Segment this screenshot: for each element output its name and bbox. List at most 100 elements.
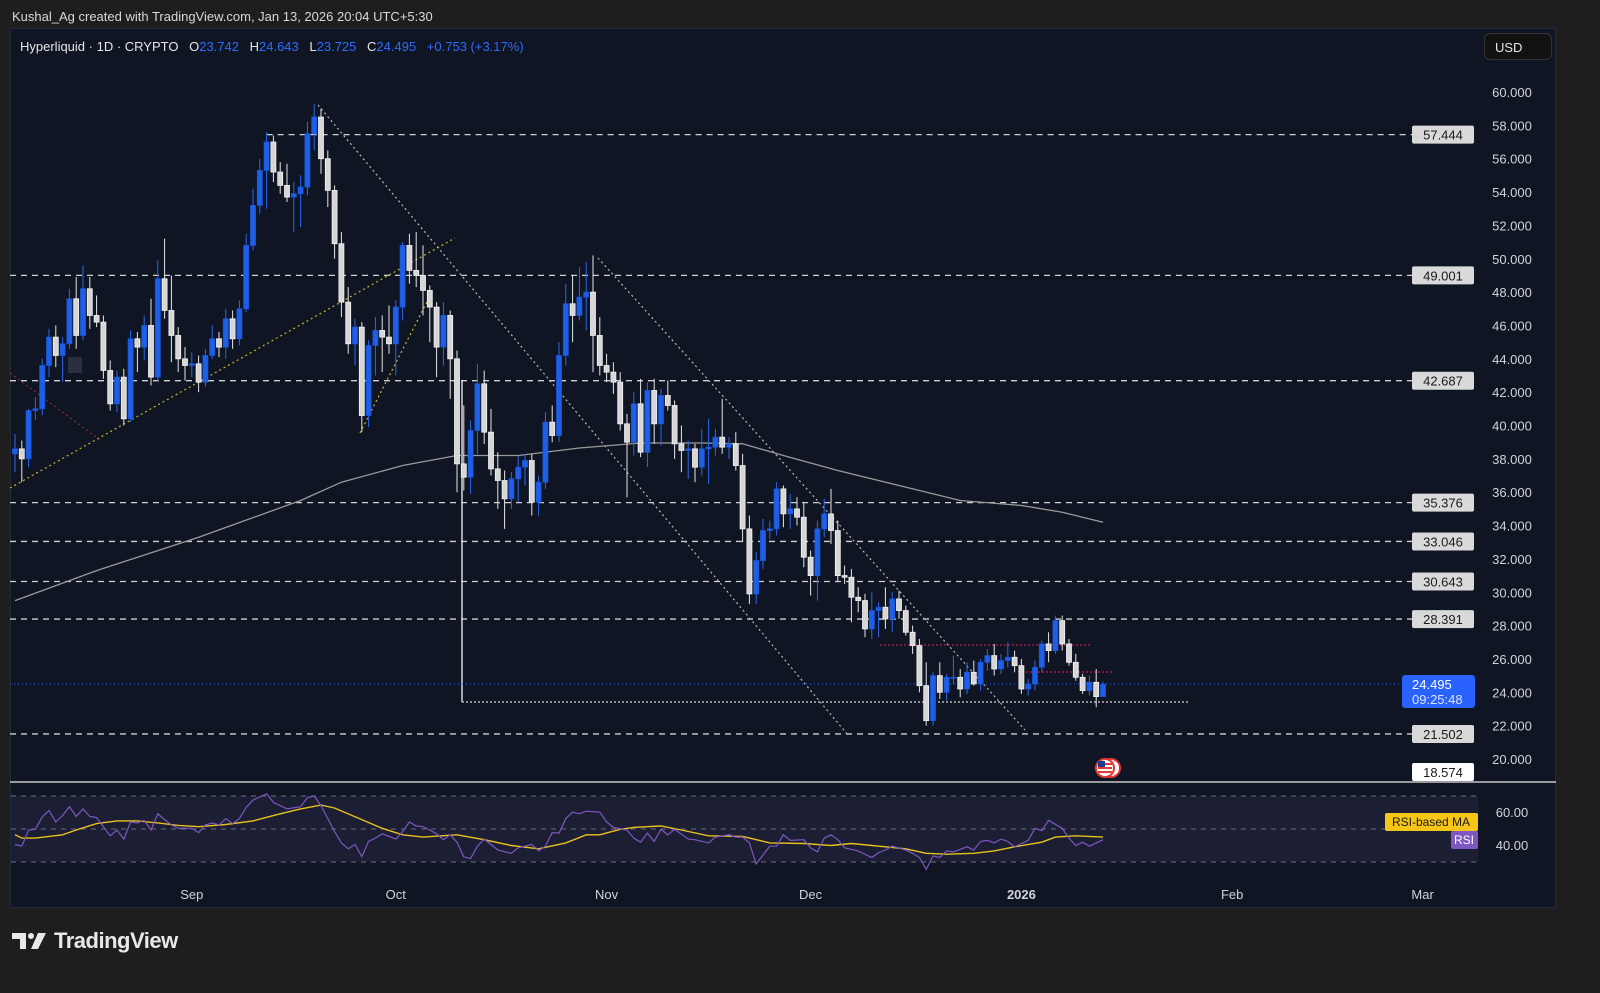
candle-down[interactable]	[18, 440, 25, 483]
candle-up[interactable]	[114, 370, 120, 413]
candle-up[interactable]	[753, 552, 760, 604]
candle-up[interactable]	[365, 340, 372, 428]
us-flag-event-icon[interactable]	[1095, 758, 1121, 778]
candle-down[interactable]	[746, 515, 753, 604]
candle-down[interactable]	[318, 108, 324, 174]
candle-down[interactable]	[420, 245, 426, 316]
candle-up[interactable]	[542, 412, 549, 489]
candle-down[interactable]	[73, 277, 80, 349]
candle-up[interactable]	[66, 288, 73, 349]
candle-up[interactable]	[236, 300, 243, 346]
candle-up[interactable]	[766, 520, 773, 539]
candle-down[interactable]	[596, 317, 603, 376]
candle-down[interactable]	[175, 327, 182, 373]
candle-down[interactable]	[331, 185, 338, 259]
candle-down[interactable]	[1059, 615, 1066, 651]
candle-down[interactable]	[936, 662, 943, 699]
candle-up[interactable]	[875, 602, 882, 638]
candle-down[interactable]	[569, 275, 576, 343]
candle-down[interactable]	[216, 332, 222, 358]
candle-down[interactable]	[916, 638, 923, 693]
candle-up[interactable]	[474, 363, 481, 454]
candle-down[interactable]	[896, 590, 902, 619]
candle-down[interactable]	[624, 413, 630, 498]
marker-box[interactable]	[68, 357, 82, 373]
candle-up[interactable]	[304, 122, 311, 196]
candle-down[interactable]	[970, 660, 977, 686]
candle-down[interactable]	[828, 488, 834, 544]
candle-down[interactable]	[528, 453, 535, 516]
candle-up[interactable]	[12, 433, 18, 473]
candle-up[interactable]	[209, 325, 216, 359]
candle-up[interactable]	[964, 662, 970, 694]
candle-up[interactable]	[984, 648, 991, 671]
candle-up[interactable]	[154, 260, 161, 383]
candle-up[interactable]	[80, 265, 86, 341]
candle-down[interactable]	[991, 643, 998, 676]
candle-up[interactable]	[821, 498, 828, 538]
candle-up[interactable]	[522, 453, 528, 486]
candle-down[interactable]	[834, 520, 841, 583]
candle-down[interactable]	[460, 405, 467, 491]
candle-up[interactable]	[998, 653, 1004, 674]
candle-down[interactable]	[161, 238, 168, 319]
candle-down[interactable]	[732, 432, 739, 471]
candle-down[interactable]	[86, 277, 93, 329]
candle-down[interactable]	[1072, 653, 1079, 681]
candle-up[interactable]	[508, 472, 515, 509]
symbol-name[interactable]: Hyperliquid · 1D · CRYPTO	[20, 39, 179, 54]
candle-up[interactable]	[1004, 642, 1011, 668]
candle-down[interactable]	[1045, 632, 1052, 663]
candle-down[interactable]	[168, 275, 175, 363]
candle-up[interactable]	[583, 262, 590, 331]
candle-up[interactable]	[202, 348, 209, 388]
candle-down[interactable]	[902, 605, 909, 636]
candle-up[interactable]	[705, 418, 712, 484]
candle-up[interactable]	[576, 267, 583, 321]
candle-down[interactable]	[324, 150, 331, 208]
candle-up[interactable]	[1086, 675, 1093, 696]
candle-down[interactable]	[664, 380, 671, 411]
candle-up[interactable]	[256, 158, 263, 214]
candle-down[interactable]	[488, 408, 494, 476]
candle-up[interactable]	[773, 482, 780, 536]
candle-up[interactable]	[372, 317, 379, 376]
trendline-gray-2[interactable]	[597, 257, 1026, 731]
candle-up[interactable]	[630, 392, 637, 456]
candle-down[interactable]	[426, 285, 433, 343]
candle-up[interactable]	[787, 493, 794, 529]
candle-up[interactable]	[399, 242, 406, 321]
candle-down[interactable]	[807, 550, 814, 596]
candle-up[interactable]	[392, 300, 399, 376]
candle-down[interactable]	[481, 370, 488, 444]
candle-down[interactable]	[617, 372, 624, 431]
candle-down[interactable]	[862, 593, 868, 638]
candle-up[interactable]	[658, 388, 664, 446]
symbol-legend[interactable]: Hyperliquid · 1D · CRYPTO O23.742 H24.64…	[20, 39, 524, 54]
candle-down[interactable]	[841, 565, 848, 584]
candle-up[interactable]	[943, 673, 950, 701]
candle-up[interactable]	[127, 330, 134, 423]
candle-up[interactable]	[263, 132, 270, 209]
candle-down[interactable]	[182, 347, 188, 381]
candle-down[interactable]	[692, 443, 698, 483]
candle-down[interactable]	[1011, 650, 1018, 673]
candle-down[interactable]	[107, 360, 114, 411]
candle-up[interactable]	[1032, 660, 1038, 691]
candle-down[interactable]	[406, 233, 413, 284]
candle-down[interactable]	[590, 255, 596, 373]
candle-down[interactable]	[454, 350, 460, 493]
candle-up[interactable]	[950, 655, 957, 684]
chart-panel[interactable]	[10, 28, 1556, 908]
candle-down[interactable]	[52, 325, 59, 368]
candle-down[interactable]	[494, 452, 501, 509]
candle-up[interactable]	[1052, 615, 1059, 654]
candle-down[interactable]	[338, 232, 345, 318]
candle-down[interactable]	[739, 453, 746, 543]
candle-down[interactable]	[855, 587, 862, 613]
candle-up[interactable]	[25, 408, 32, 468]
candle-up[interactable]	[644, 382, 651, 468]
candle-down[interactable]	[678, 425, 685, 473]
candle-down[interactable]	[1079, 673, 1086, 694]
